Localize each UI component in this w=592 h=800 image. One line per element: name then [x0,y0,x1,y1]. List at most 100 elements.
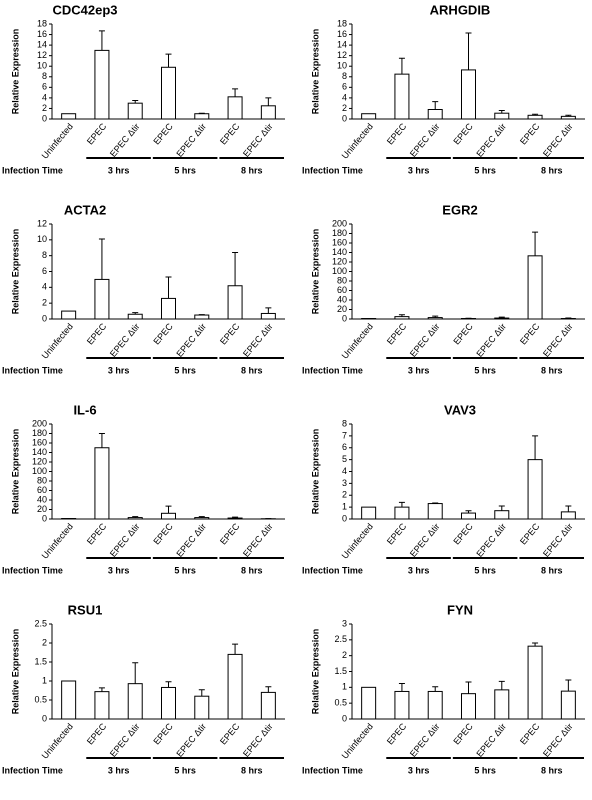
error-bar [565,505,572,512]
bar [94,278,110,320]
y-tick-label: 7 [342,430,347,440]
bar [461,69,476,120]
y-tick-label: 3 [342,618,347,628]
x-tick-label: EPEC Δtir [541,721,575,758]
x-tick-label: EPEC Δtir [241,121,275,158]
y-axis-label: Relative Expression [10,429,20,515]
y-tick-label: 4 [42,92,47,102]
group-axis-label: Infection Time [302,565,363,575]
group-axis-label: Infection Time [302,765,363,775]
bar [127,683,143,720]
error-bar [465,681,472,694]
bar [394,73,410,120]
y-tick-label: 8 [42,250,47,260]
x-tick-label: EPEC Δtir [108,521,142,558]
y-tick-label: 2.5 [34,618,47,628]
y-tick-label: 4 [42,282,47,292]
x-tick-label: EPEC Δtir [108,321,142,358]
x-tick-label: EPEC Δtir [174,121,208,158]
x-tick-label: EPEC Δtir [174,321,208,358]
y-tick-label: 0 [42,113,47,123]
y-tick-label: 8 [342,418,347,428]
y-tick-label: 1 [42,675,47,685]
bar [427,690,443,720]
x-tick-label: EPEC [451,321,475,347]
group-label: 8 hrs [241,165,263,175]
error-bar [465,510,472,514]
bar [194,314,210,320]
group-label: 3 hrs [108,765,130,775]
bar [260,691,276,720]
bar [560,690,576,720]
bar [494,689,510,720]
group-label: 5 hrs [174,565,196,575]
x-tick-label: EPEC Δtir [408,521,442,558]
group-label: 5 hrs [174,365,196,375]
bar [161,686,176,720]
x-tick-label: EPEC Δtir [474,321,508,358]
y-tick-label: 14 [37,39,47,49]
bar [61,680,77,720]
y-tick-label: 12 [37,218,47,228]
y-tick-label: 6 [342,82,347,92]
bar [394,316,410,320]
y-tick-label: 80 [337,275,347,285]
y-tick-label: 2 [342,490,347,500]
y-tick-label: 0 [342,113,347,123]
bar [161,66,176,120]
bar [127,313,143,320]
y-tick-label: 8 [42,71,47,81]
x-tick-label: EPEC Δtir [474,521,508,558]
x-tick-label: EPEC [518,321,542,347]
error-bar [232,252,239,286]
group-label: 5 hrs [174,165,196,175]
y-tick-label: 20 [37,504,47,514]
bar [394,690,410,720]
y-tick-label: 160 [332,237,347,247]
y-tick-label: 8 [342,71,347,81]
y-tick-label: 160 [32,437,47,447]
group-label: 5 hrs [174,765,196,775]
bar [427,503,443,520]
group-axis-label: Infection Time [2,165,63,175]
error-bar [132,662,139,684]
x-tick-label: EPEC Δtir [174,521,208,558]
x-tick-label: Uninfected [40,721,75,760]
error-bar [398,314,405,317]
bar [127,102,143,120]
bar [161,297,176,320]
x-tick-label: EPEC [451,521,475,547]
y-axis-label: Relative Expression [310,29,320,115]
error-bar [165,276,172,299]
x-tick-label: EPEC Δtir [408,321,442,358]
y-tick-label: 120 [32,456,47,466]
x-tick-label: EPEC [85,321,109,347]
bar [161,512,176,520]
group-label: 8 hrs [241,365,263,375]
x-tick-label: EPEC [385,321,409,347]
x-tick-label: EPEC [151,321,175,347]
y-tick-label: 0 [342,713,347,723]
bar [427,109,443,120]
group-label: 8 hrs [541,165,563,175]
y-axis-label: Relative Expression [310,629,320,715]
group-axis-label: Infection Time [2,365,63,375]
y-tick-label: 80 [37,475,47,485]
x-tick-label: EPEC [85,721,109,747]
group-label: 3 hrs [108,565,130,575]
y-tick-label: 4 [342,92,347,102]
x-tick-label: EPEC [518,521,542,547]
error-bar [265,307,272,314]
x-tick-label: EPEC [218,721,242,747]
x-tick-label: EPEC [451,121,475,147]
group-label: 8 hrs [241,765,263,775]
x-tick-label: EPEC [518,121,542,147]
x-tick-label: EPEC [85,121,109,147]
x-tick-label: Uninfected [40,321,75,360]
x-tick-label: EPEC Δtir [408,121,442,158]
bar [94,49,110,120]
error-bar [98,687,105,692]
y-tick-label: 0.5 [334,698,347,708]
error-bar [432,686,439,692]
